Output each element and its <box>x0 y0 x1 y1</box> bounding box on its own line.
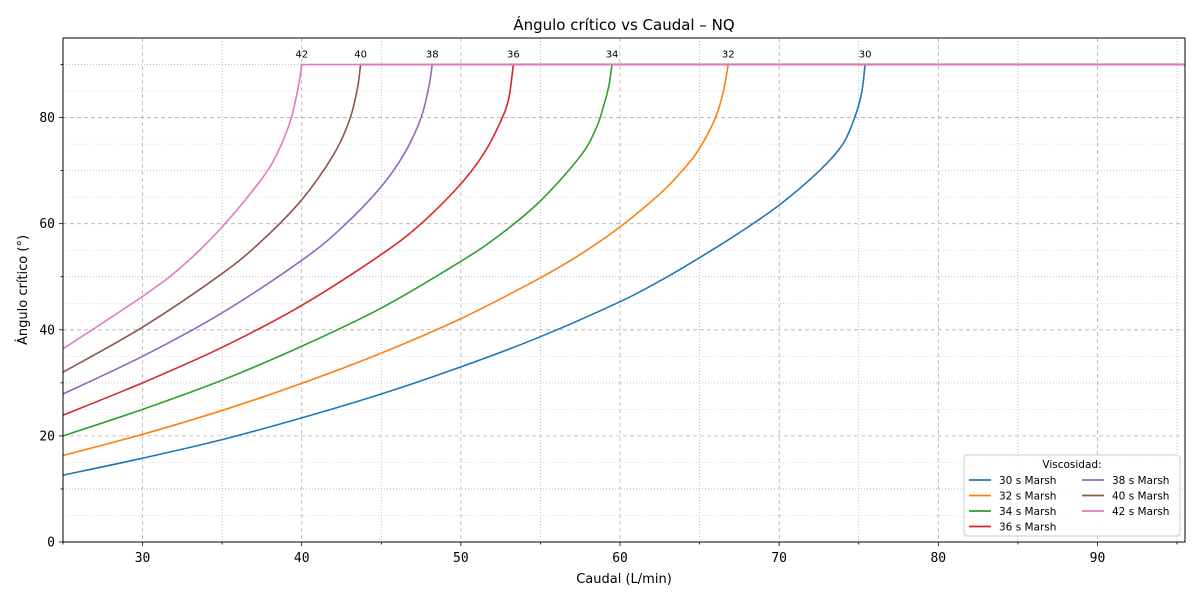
series-line-42 <box>62 63 1185 350</box>
legend-label: 38 s Marsh <box>1112 475 1169 487</box>
y-tick-label: 80 <box>39 111 55 126</box>
series-lines <box>62 63 1185 476</box>
series-line-34 <box>62 63 1185 437</box>
x-tick-label: 60 <box>612 551 628 566</box>
x-tick-label: 50 <box>453 551 469 566</box>
curve-annotation-30: 30 <box>859 50 872 61</box>
series-line-38 <box>62 63 1185 395</box>
curve-annotation-34: 34 <box>606 50 619 61</box>
curve-annotation-40: 40 <box>354 50 367 61</box>
series-line-36 <box>62 63 1185 416</box>
curve-annotation-42: 42 <box>295 50 308 61</box>
legend: Viscosidad: 30 s Marsh 32 s Marsh 34 s Mar… <box>963 454 1181 537</box>
x-tick-label: 30 <box>135 551 151 566</box>
x-tick-label: 80 <box>930 551 946 566</box>
series-line-30 <box>62 63 1185 476</box>
y-tick-label: 20 <box>39 429 55 444</box>
curve-annotations: 30 32 34 36 38 40 42 <box>295 50 871 61</box>
y-axis-label: Ángulo crítico (°) <box>15 235 31 345</box>
legend-box <box>963 454 1181 537</box>
plot-frame <box>62 37 1186 543</box>
x-tick-label: 90 <box>1090 551 1106 566</box>
legend-label: 30 s Marsh <box>999 475 1056 487</box>
chart-title: Ángulo crítico vs Caudal – NQ <box>513 15 734 34</box>
legend-label: 32 s Marsh <box>999 491 1056 503</box>
curve-annotation-36: 36 <box>507 50 520 61</box>
y-tick-label: 40 <box>39 323 55 338</box>
legend-label: 34 s Marsh <box>999 506 1056 518</box>
legend-label: 36 s Marsh <box>999 522 1056 534</box>
legend-title: Viscosidad: <box>1042 459 1101 471</box>
curve-annotation-32: 32 <box>722 50 735 61</box>
x-axis-label: Caudal (L/min) <box>576 572 672 587</box>
series-line-40 <box>62 63 1185 373</box>
y-tick-label: 60 <box>39 217 55 232</box>
x-tick-label: 40 <box>294 551 310 566</box>
legend-label: 40 s Marsh <box>1112 491 1169 503</box>
legend-label: 42 s Marsh <box>1112 506 1169 518</box>
series-line-32 <box>62 63 1185 457</box>
curve-annotation-38: 38 <box>426 50 439 61</box>
axis-ticks: 30 40 50 60 70 80 90 0 20 40 60 80 <box>39 64 1178 566</box>
x-tick-label: 70 <box>771 551 787 566</box>
y-tick-label: 0 <box>47 536 55 551</box>
